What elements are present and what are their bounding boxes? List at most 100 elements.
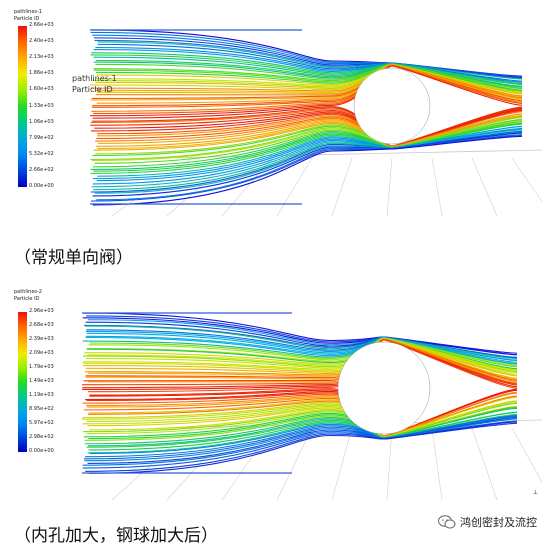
floor-grid-line xyxy=(386,157,393,216)
pathline xyxy=(89,421,518,474)
legend-tick-label: 2.98e+02 xyxy=(29,434,54,440)
legend-tick-label: 2.96e+03 xyxy=(29,308,54,314)
legend-tick-label: 2.66e+02 xyxy=(29,166,54,173)
pathline xyxy=(92,127,523,185)
legend-tick-label: 7.99e+02 xyxy=(29,134,54,141)
pathline xyxy=(92,132,523,197)
pathline xyxy=(93,61,523,88)
pathline xyxy=(85,330,518,361)
pathline xyxy=(90,54,523,85)
pathline xyxy=(95,46,523,83)
pathline xyxy=(92,64,523,93)
legend-tick-label: 2.39e+03 xyxy=(29,336,54,342)
pathlines-plot-2: pathlines-2 Particle ID 2.96e+03 2.68e+03… xyxy=(12,288,542,500)
legend-subtitle-1: Particle ID xyxy=(14,16,40,22)
wechat-bubble-icon xyxy=(438,515,456,529)
pathline xyxy=(90,64,523,97)
pathline xyxy=(90,119,523,161)
check-ball xyxy=(353,67,431,145)
legend-tick-label: 2.68e+03 xyxy=(29,322,54,328)
pathline xyxy=(90,109,523,148)
overlay-line-2: Particle ID xyxy=(72,85,113,94)
legend-tick-label: 2.40e+03 xyxy=(29,38,54,45)
legend-tick-label: 1.06e+03 xyxy=(29,118,54,125)
legend-tick-label: 8.95e+02 xyxy=(29,406,54,412)
colorbar-1 xyxy=(18,26,27,187)
pathline xyxy=(85,422,518,472)
pathline xyxy=(93,37,523,78)
floor-grid-line xyxy=(276,157,313,216)
pathline xyxy=(95,63,523,91)
legend-tick-label: 2.13e+03 xyxy=(29,54,54,61)
pathline xyxy=(84,325,518,360)
valve-body-edge xyxy=(82,312,292,474)
legend-tick-label: 2.09e+03 xyxy=(29,350,54,356)
legend-tick-label: 1.49e+03 xyxy=(29,378,54,384)
caption-2: （内孔加大，钢球加大后） xyxy=(14,526,218,546)
pathline xyxy=(97,113,523,148)
pathline xyxy=(90,64,523,101)
floor-grid-line xyxy=(331,427,353,500)
floor-horizon-line xyxy=(161,149,542,159)
floor-grid-line xyxy=(331,157,353,216)
overlay-label-1: pathlines-1 Particle ID xyxy=(72,73,117,95)
legend-tick-label: 1.19e+03 xyxy=(29,392,54,398)
pathlines-render-1 xyxy=(90,29,542,216)
pathline xyxy=(97,111,523,148)
pathlines-render-2 xyxy=(82,312,542,500)
floor-grid-line xyxy=(511,157,542,203)
legend-tick-label: 5.32e+02 xyxy=(29,150,54,157)
legend-tick-label: 2.66e+03 xyxy=(29,22,54,28)
pathline xyxy=(90,107,523,147)
pathline xyxy=(92,135,523,206)
pathlines-plot-1: pathlines-1 Particle ID 2.66e+03 2.40e+03… xyxy=(12,8,542,216)
floor-grid-line xyxy=(431,427,443,500)
legend-tick-label: 1.60e+03 xyxy=(29,86,54,93)
pathline xyxy=(93,125,523,180)
legend-title-1: pathlines-1 xyxy=(14,9,42,15)
pathline xyxy=(97,41,523,80)
floor-grid-line xyxy=(471,157,498,216)
legend-tick-label: 0.00e+00 xyxy=(29,448,54,454)
floor-grid-line xyxy=(221,427,273,500)
legend-tick-label: 1.33e+03 xyxy=(29,102,54,109)
pathline xyxy=(87,414,518,454)
watermark: 鸿创密封及流控 xyxy=(438,514,537,530)
check-ball xyxy=(337,341,431,435)
legend-tick-label: 1.86e+03 xyxy=(29,70,54,77)
pathline xyxy=(82,317,518,356)
floor-grid-line xyxy=(471,427,498,500)
floor-grid-line xyxy=(276,427,313,500)
legend-tick-label: 0.00e+00 xyxy=(29,183,54,189)
pathline xyxy=(86,332,518,363)
floor-grid-line xyxy=(221,157,273,216)
legend-tick-label: 1.79e+03 xyxy=(29,364,54,370)
valve-body-edge xyxy=(90,29,302,205)
colorbar-2 xyxy=(18,312,27,452)
pathline xyxy=(91,129,523,188)
axis-triad-icon: ⊥ xyxy=(532,489,538,496)
legend-title-2: pathlines-2 xyxy=(14,289,42,295)
caption-1: （常规单向阀） xyxy=(14,248,133,268)
legend-tick-label: 5.97e+02 xyxy=(29,420,54,426)
pathline xyxy=(90,123,523,174)
floor-grid-line xyxy=(386,427,393,500)
pathline xyxy=(97,43,523,82)
pathline xyxy=(93,63,523,90)
floor-grid-line xyxy=(431,157,443,216)
floor-grid-line xyxy=(166,157,233,216)
legend-subtitle-2: Particle ID xyxy=(14,296,40,302)
pathline xyxy=(95,64,523,95)
pathline xyxy=(90,130,523,193)
pathline xyxy=(87,417,518,464)
overlay-line-1: pathlines-1 xyxy=(72,74,117,83)
pathline xyxy=(95,117,523,155)
pathline xyxy=(95,64,523,99)
pathline xyxy=(92,121,523,168)
pathline xyxy=(82,418,518,466)
pathline xyxy=(82,312,518,354)
floor-grid-line xyxy=(511,427,542,483)
pathline xyxy=(92,65,523,107)
watermark-text: 鸿创密封及流控 xyxy=(460,516,537,529)
pathline xyxy=(88,411,518,451)
